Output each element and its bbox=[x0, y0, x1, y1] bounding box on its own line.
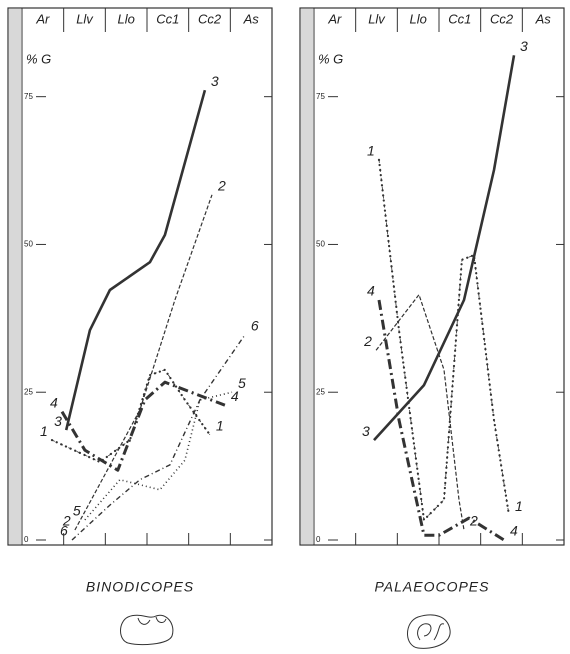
series-line bbox=[71, 334, 246, 541]
binodicope-icon-detail bbox=[137, 616, 167, 625]
panel-frame bbox=[299, 7, 565, 546]
period-label: Llv bbox=[76, 11, 94, 26]
palaeocope-icon-detail bbox=[417, 623, 445, 641]
series-line bbox=[84, 391, 233, 521]
y-tick-label: 25 bbox=[24, 387, 33, 396]
y-tick-label: 50 bbox=[24, 240, 33, 249]
series-label: 4 bbox=[367, 283, 375, 299]
y-tick-label: 0 bbox=[316, 535, 321, 544]
binodicope-icon bbox=[120, 614, 174, 645]
period-label: Ar bbox=[327, 11, 342, 26]
series-label: 4 bbox=[231, 388, 239, 404]
series-line bbox=[64, 89, 207, 431]
series-label: 3 bbox=[211, 73, 219, 89]
period-label: Llv bbox=[368, 11, 386, 26]
period-label: Cc1 bbox=[156, 11, 179, 26]
panel-title: PALAEOCOPES bbox=[374, 579, 489, 595]
y-tick-label: 25 bbox=[316, 387, 325, 396]
period-label: Llo bbox=[117, 11, 134, 26]
panel-title: BINODICOPES bbox=[86, 579, 194, 595]
series-label: 3 bbox=[54, 413, 62, 429]
series-label: 1 bbox=[515, 498, 523, 514]
series-label: 6 bbox=[60, 523, 68, 539]
series-label: 5 bbox=[238, 375, 246, 391]
y-tick-label: 75 bbox=[24, 92, 33, 101]
series-label: 3 bbox=[520, 38, 528, 54]
series-label: 1 bbox=[216, 417, 224, 433]
series-line bbox=[375, 294, 465, 531]
series-line bbox=[373, 55, 516, 441]
y-tick-label: 75 bbox=[316, 92, 325, 101]
period-label: As bbox=[535, 11, 552, 26]
series-label: 2 bbox=[217, 177, 226, 193]
series-line bbox=[60, 380, 226, 472]
series-label: 1 bbox=[367, 143, 375, 159]
series-label: 2 bbox=[62, 513, 71, 529]
period-label: Cc2 bbox=[490, 11, 514, 26]
series-label: 5 bbox=[73, 503, 81, 519]
period-label: Cc2 bbox=[198, 11, 222, 26]
series-line bbox=[74, 194, 213, 531]
period-label: Llo bbox=[409, 11, 426, 26]
series-label: 2 bbox=[363, 333, 372, 349]
series-label: 3 bbox=[362, 423, 370, 439]
series-line bbox=[50, 368, 211, 464]
series-line-guide bbox=[378, 159, 510, 521]
panel-frame bbox=[7, 7, 273, 546]
period-label: Ar bbox=[35, 11, 50, 26]
y-tick-label: 0 bbox=[24, 535, 29, 544]
period-label: As bbox=[243, 11, 260, 26]
series-label: 4 bbox=[50, 394, 58, 410]
series-label: 4 bbox=[510, 523, 518, 539]
series-label: 1 bbox=[40, 423, 48, 439]
y-axis-label: % G bbox=[26, 51, 51, 66]
series-line bbox=[377, 158, 511, 521]
time-band bbox=[301, 9, 313, 544]
y-axis-label: % G bbox=[318, 51, 343, 66]
y-tick-label: 50 bbox=[316, 240, 325, 249]
series-label: 6 bbox=[251, 318, 259, 334]
period-label: Cc1 bbox=[448, 11, 471, 26]
palaeocope-icon bbox=[407, 614, 451, 649]
time-band bbox=[9, 9, 21, 544]
series-line-guide bbox=[51, 369, 211, 463]
series-line bbox=[377, 299, 505, 542]
